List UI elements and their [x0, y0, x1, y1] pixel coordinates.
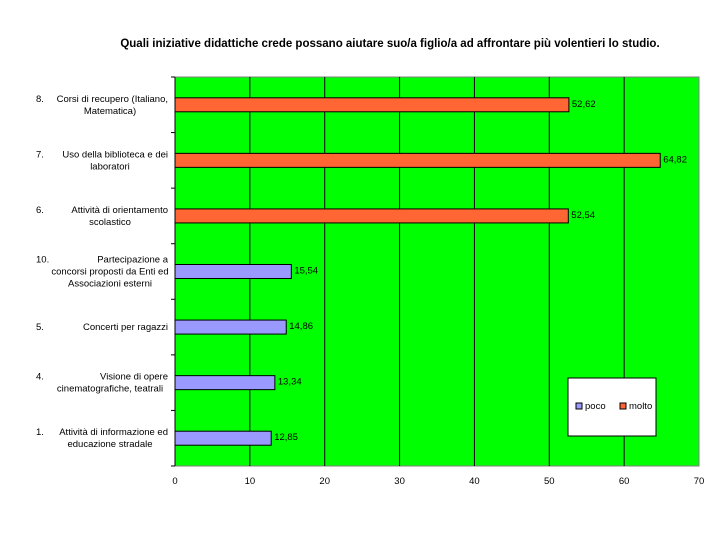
data-label: 52,54 [571, 210, 595, 221]
x-tick-label: 40 [469, 476, 480, 487]
chart-title: Quali iniziative didattiche crede possan… [120, 38, 660, 50]
legend [567, 377, 657, 437]
category-number: 10. [36, 255, 49, 266]
bar [174, 375, 276, 391]
data-label: 15,54 [294, 266, 318, 277]
legend-swatch [575, 402, 583, 410]
bar [174, 208, 569, 224]
category-number: 8. [36, 94, 44, 105]
x-tick-label: 10 [245, 476, 256, 487]
category-label: Attività di informazione ed [59, 427, 168, 438]
data-label: 52,62 [572, 99, 596, 110]
category-label: scolastico [89, 217, 131, 228]
data-label: 14,86 [289, 321, 313, 332]
category-number: 4. [36, 372, 44, 383]
category-label: Partecipazione a [97, 255, 168, 266]
bar [174, 152, 661, 168]
data-label: 12,85 [274, 432, 298, 443]
data-label: 13,34 [278, 377, 302, 388]
category-label: Associazioni esterni [68, 279, 152, 290]
category-number: 6. [36, 205, 44, 216]
category-label: educazione stradale [67, 439, 152, 450]
category-label: concorsi proposti da Enti ed [51, 267, 168, 278]
category-label: Uso della biblioteca e dei [62, 149, 168, 160]
x-tick-label: 70 [694, 476, 705, 487]
category-label: cinematografiche, teatrali [57, 384, 163, 395]
x-tick-label: 0 [172, 476, 177, 487]
category-label: Concerti per ragazzi [83, 322, 168, 333]
category-number: 7. [36, 149, 44, 160]
bar [174, 97, 570, 113]
category-label: Matematica) [84, 106, 136, 117]
x-tick-label: 20 [319, 476, 330, 487]
x-tick-label: 30 [394, 476, 405, 487]
legend-label: molto [629, 401, 652, 412]
category-label: Corsi di recupero (Italiano, [57, 94, 168, 105]
bar [174, 430, 272, 446]
category-number: 5. [36, 322, 44, 333]
bar [174, 264, 292, 279]
data-label: 64,82 [663, 154, 687, 165]
bar [174, 319, 287, 335]
x-tick-label: 50 [544, 476, 555, 487]
category-label: laboratori [90, 161, 130, 172]
legend-label: poco [585, 401, 606, 412]
category-number: 1. [36, 427, 44, 438]
legend-swatch [619, 402, 627, 410]
category-label: Attività di orientamento [71, 205, 168, 216]
category-label: Visione di opere [100, 372, 168, 383]
x-tick-label: 60 [619, 476, 630, 487]
